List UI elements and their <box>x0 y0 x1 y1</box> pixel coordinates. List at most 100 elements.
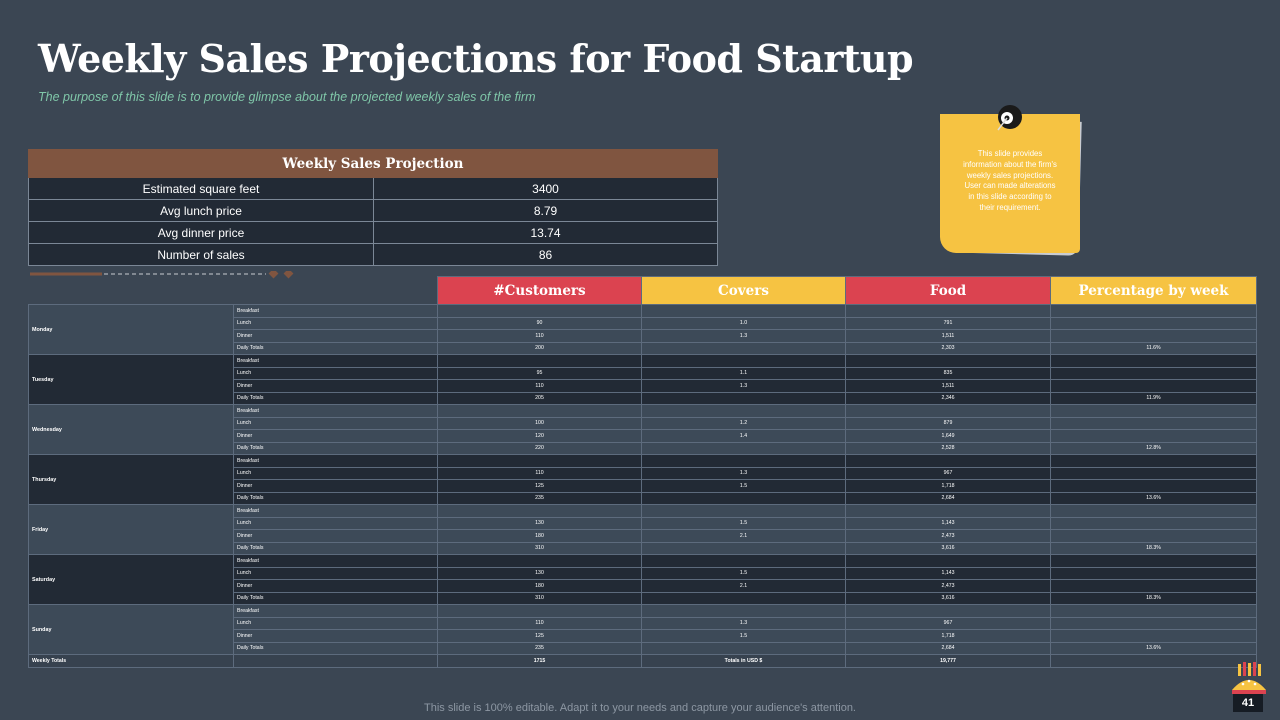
table-row: Lunch 90 1.0 791 <box>29 316 1257 330</box>
meal-label: Breakfast <box>233 454 438 468</box>
covers-cell <box>641 641 846 655</box>
weekly-percentage-cell <box>1050 654 1257 668</box>
percentage-cell <box>1050 316 1257 330</box>
covers-cell: 2.1 <box>641 579 846 593</box>
customers-cell: 180 <box>437 529 642 543</box>
meal-label: Breakfast <box>233 404 438 418</box>
percentage-cell <box>1050 579 1257 593</box>
table-row: Daily Totals 220 2,528 12.8% <box>29 441 1257 455</box>
day-label: Wednesday <box>28 404 234 455</box>
percentage-cell <box>1050 516 1257 530</box>
food-cell: 1,143 <box>845 566 1051 580</box>
covers-cell: 1.3 <box>641 616 846 630</box>
page-number: 41 <box>1233 694 1263 712</box>
sticky-note-text: This slide provides information about th… <box>963 149 1057 212</box>
food-cell: 2,684 <box>845 491 1051 505</box>
food-cell: 2,346 <box>845 391 1051 405</box>
covers-cell: 1.5 <box>641 566 846 580</box>
food-cell: 1,718 <box>845 629 1051 643</box>
slide-subtitle: The purpose of this slide is to provide … <box>38 90 536 104</box>
customers-cell: 110 <box>437 616 642 630</box>
meal-label: Breakfast <box>233 504 438 518</box>
customers-cell: 90 <box>437 316 642 330</box>
daily-sales-table: #Customers Covers Food Percentage by wee… <box>28 276 1257 668</box>
customers-cell: 125 <box>437 629 642 643</box>
percentage-cell: 13.6% <box>1050 491 1257 505</box>
food-cell <box>845 454 1051 468</box>
covers-cell <box>641 591 846 605</box>
customers-cell: 100 <box>437 416 642 430</box>
meal-label: Dinner <box>233 379 438 393</box>
customers-cell: 220 <box>437 441 642 455</box>
weekly-sales-projection-table: Weekly Sales Projection Estimated square… <box>28 149 718 266</box>
customers-cell: 235 <box>437 641 642 655</box>
percentage-cell <box>1050 629 1257 643</box>
percentage-cell <box>1050 466 1257 480</box>
projection-row: Estimated square feet 3400 <box>28 177 718 200</box>
table-row: Monday Breakfast <box>28 304 1257 355</box>
footer-text: This slide is 100% editable. Adapt it to… <box>424 702 856 714</box>
food-cell: 879 <box>845 416 1051 430</box>
customers-cell: 110 <box>437 466 642 480</box>
percentage-cell <box>1050 504 1257 518</box>
table-row: Wednesday Breakfast <box>28 404 1257 455</box>
covers-cell <box>641 454 846 468</box>
projection-label: Avg dinner price <box>28 221 374 244</box>
meal-label: Lunch <box>233 316 438 330</box>
table-row: Lunch 110 1.3 967 <box>29 616 1257 630</box>
weekly-totals-label: Weekly Totals <box>28 654 234 668</box>
covers-cell <box>641 391 846 405</box>
covers-cell <box>641 491 846 505</box>
food-cell: 791 <box>845 316 1051 330</box>
percentage-cell: 18.3% <box>1050 591 1257 605</box>
meal-label: Breakfast <box>233 554 438 568</box>
projection-value: 13.74 <box>373 221 718 244</box>
table-row: Friday Breakfast <box>28 504 1257 555</box>
customers-cell: 310 <box>437 541 642 555</box>
meal-label: Lunch <box>233 516 438 530</box>
weekly-customers-cell: 1715 <box>437 654 642 668</box>
percentage-cell <box>1050 454 1257 468</box>
percentage-cell: 11.6% <box>1050 341 1257 355</box>
food-cell: 2,684 <box>845 641 1051 655</box>
customers-cell <box>437 304 642 318</box>
percentage-cell: 13.6% <box>1050 641 1257 655</box>
table-row: Lunch 110 1.3 967 <box>29 466 1257 480</box>
food-cell <box>845 604 1051 618</box>
table-row: Dinner 125 1.5 1,718 <box>29 479 1257 493</box>
covers-cell: 1.3 <box>641 329 846 343</box>
day-label: Sunday <box>28 604 234 655</box>
food-cell: 835 <box>845 366 1051 380</box>
percentage-cell <box>1050 616 1257 630</box>
projection-row: Avg dinner price 13.74 <box>28 221 718 244</box>
projection-row: Avg lunch price 8.79 <box>28 199 718 222</box>
decorative-divider <box>30 271 294 279</box>
table-row: Sunday Breakfast <box>28 604 1257 655</box>
header-food: Food <box>845 276 1051 305</box>
meal-label: Dinner <box>233 429 438 443</box>
meal-label: Daily Totals <box>233 591 438 605</box>
customers-cell: 180 <box>437 579 642 593</box>
food-cell: 3,616 <box>845 541 1051 555</box>
percentage-cell <box>1050 604 1257 618</box>
day-label: Monday <box>28 304 234 355</box>
customers-cell: 130 <box>437 566 642 580</box>
customers-cell: 200 <box>437 341 642 355</box>
meal-label: Daily Totals <box>233 541 438 555</box>
meal-label: Dinner <box>233 479 438 493</box>
meal-label: Dinner <box>233 529 438 543</box>
food-cell <box>845 554 1051 568</box>
covers-cell <box>641 541 846 555</box>
table-row: Dinner 110 1.3 1,511 <box>29 329 1257 343</box>
day-label: Thursday <box>28 454 234 505</box>
percentage-cell <box>1050 429 1257 443</box>
meal-label: Lunch <box>233 366 438 380</box>
meal-label: Daily Totals <box>233 491 438 505</box>
header-covers: Covers <box>641 276 846 305</box>
day-label: Tuesday <box>28 354 234 405</box>
customers-cell: 95 <box>437 366 642 380</box>
percentage-cell <box>1050 329 1257 343</box>
customers-cell: 120 <box>437 429 642 443</box>
projection-value: 86 <box>373 243 718 266</box>
customers-cell <box>437 604 642 618</box>
